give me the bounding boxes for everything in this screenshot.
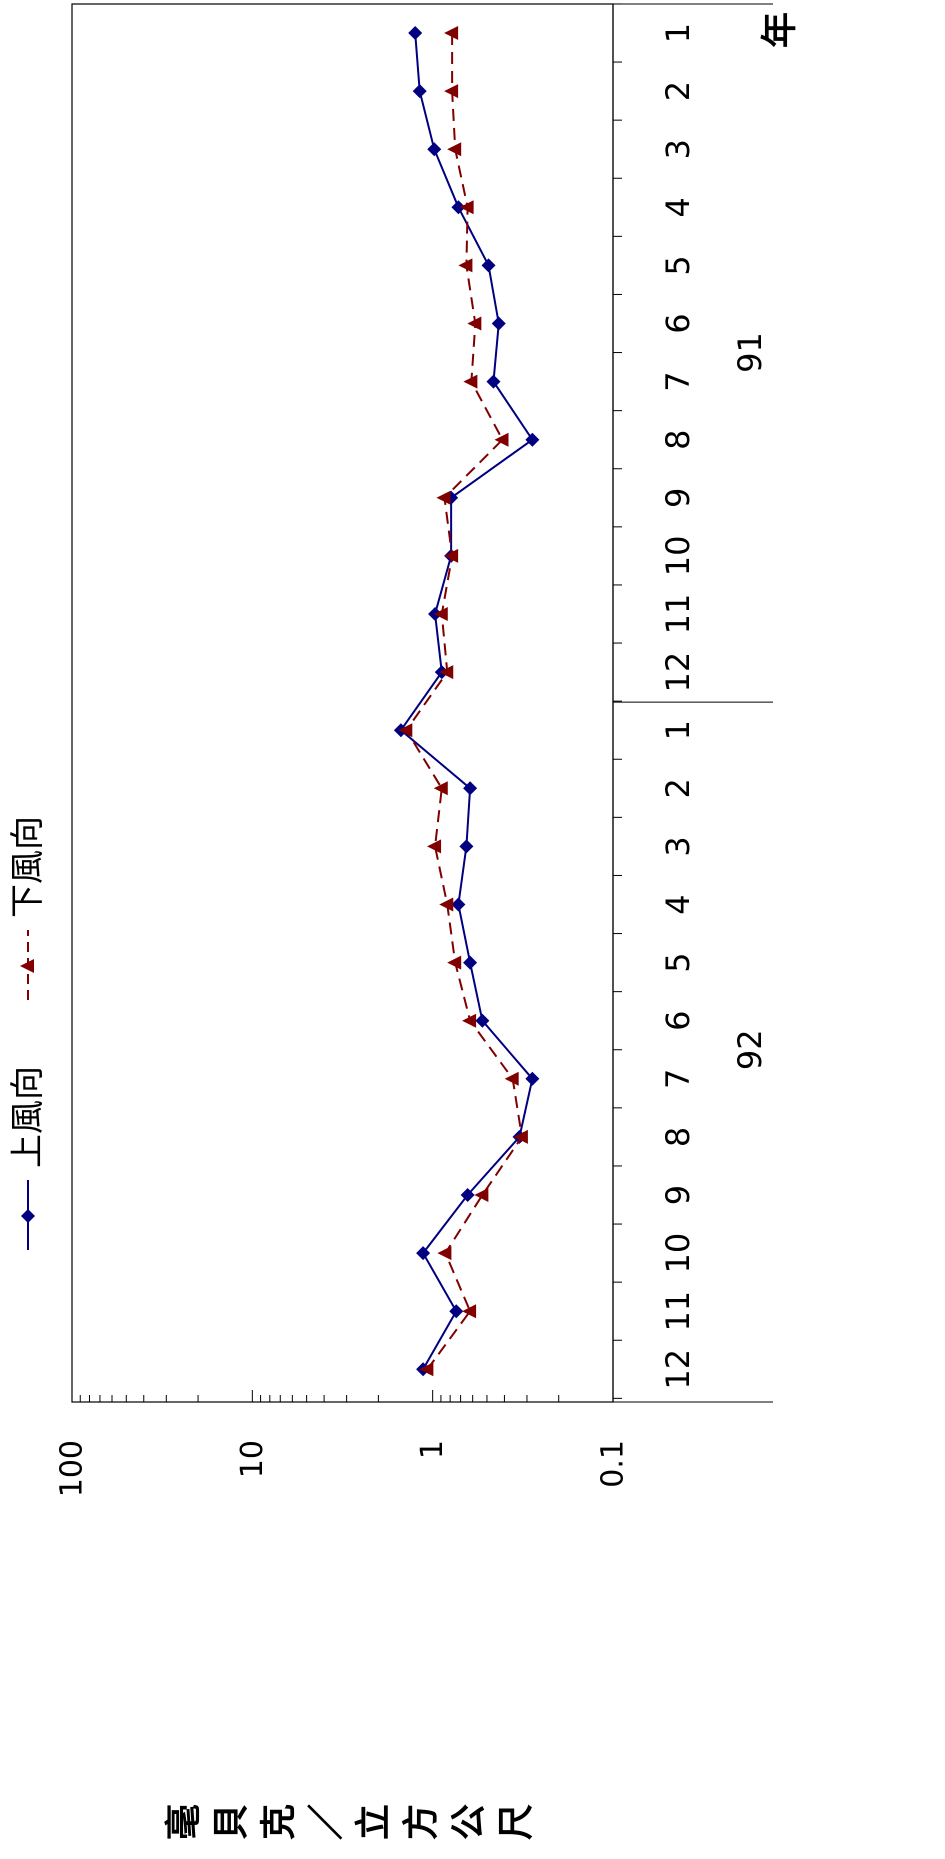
month-label: 5 bbox=[659, 255, 697, 275]
data-point bbox=[416, 1246, 431, 1261]
data-point bbox=[439, 665, 454, 680]
series-layer bbox=[393, 26, 540, 1377]
y-axis-title-char: 克 bbox=[259, 1804, 300, 1840]
y-axis-title-char: ／ bbox=[306, 1804, 347, 1840]
y-axis-title-char: 方 bbox=[401, 1804, 442, 1840]
month-label: 3 bbox=[659, 836, 697, 856]
month-label: 9 bbox=[659, 488, 697, 508]
data-point bbox=[433, 607, 448, 621]
data-point bbox=[463, 955, 478, 970]
month-label: 7 bbox=[659, 371, 697, 391]
data-point bbox=[398, 723, 413, 738]
month-label: 7 bbox=[659, 1069, 697, 1089]
month-label: 4 bbox=[659, 197, 697, 217]
data-point bbox=[408, 26, 423, 40]
plot-border bbox=[71, 3, 614, 1403]
month-label: 10 bbox=[659, 536, 697, 577]
data-point bbox=[494, 432, 509, 447]
data-point bbox=[513, 1129, 528, 1144]
month-label: 12 bbox=[659, 1349, 697, 1390]
data-point bbox=[449, 1304, 464, 1319]
month-label: 8 bbox=[659, 430, 697, 450]
plot-frame bbox=[71, 3, 614, 1403]
y-axis-title-char: 毫 bbox=[164, 1804, 205, 1840]
data-point bbox=[459, 839, 474, 854]
month-label: 2 bbox=[659, 81, 697, 101]
month-label: 4 bbox=[659, 894, 697, 914]
data-point bbox=[463, 781, 478, 796]
data-point bbox=[439, 897, 454, 912]
series-2 bbox=[398, 26, 528, 1377]
data-point bbox=[463, 374, 478, 389]
data-point bbox=[460, 1188, 475, 1202]
data-point bbox=[447, 955, 462, 970]
legend-marker bbox=[20, 959, 34, 973]
x-axis-title: 年 bbox=[760, 12, 801, 48]
y-tick-label: 1 bbox=[415, 1440, 450, 1459]
y-axis: 0.1 1 10 100 bbox=[55, 1390, 631, 1497]
y-axis-title-char: 貝 bbox=[211, 1804, 252, 1840]
data-point bbox=[427, 839, 442, 854]
month-label: 12 bbox=[659, 652, 697, 693]
month-label: 11 bbox=[659, 1291, 697, 1332]
month-label: 11 bbox=[659, 594, 697, 635]
month-label: 9 bbox=[659, 1185, 697, 1205]
data-point bbox=[437, 1246, 452, 1261]
data-point bbox=[504, 1071, 519, 1086]
y-tick-label: 0.1 bbox=[596, 1440, 631, 1488]
y-axis-title-char: 公 bbox=[449, 1804, 490, 1840]
month-label: 3 bbox=[659, 139, 697, 159]
data-point bbox=[462, 1013, 477, 1028]
y-axis-title-char: 尺 bbox=[496, 1804, 537, 1840]
legend-item: 上風向 bbox=[8, 1066, 48, 1250]
data-point bbox=[444, 84, 459, 99]
y-axis-title-char: 立 bbox=[354, 1804, 395, 1840]
legend-label: 上風向 bbox=[8, 1066, 48, 1168]
data-point bbox=[444, 26, 459, 40]
data-point bbox=[427, 142, 442, 157]
data-point bbox=[451, 897, 466, 912]
data-point bbox=[525, 1071, 540, 1086]
y-tick-label: 10 bbox=[235, 1440, 270, 1478]
data-point bbox=[451, 200, 466, 215]
axis-labels: 毫貝克／立方公尺 年 bbox=[164, 12, 801, 1840]
month-label: 6 bbox=[659, 1011, 697, 1031]
data-point bbox=[412, 84, 427, 99]
data-point bbox=[525, 432, 540, 447]
data-point bbox=[462, 1304, 477, 1319]
year-label: 92 bbox=[731, 1029, 769, 1070]
month-label: 1 bbox=[659, 23, 697, 43]
month-label: 10 bbox=[659, 1233, 697, 1274]
month-label: 6 bbox=[659, 313, 697, 333]
data-point bbox=[459, 200, 474, 215]
data-point bbox=[444, 548, 459, 563]
data-point bbox=[486, 374, 501, 389]
month-label: 5 bbox=[659, 952, 697, 972]
year-label: 91 bbox=[731, 332, 769, 373]
data-point bbox=[474, 1188, 489, 1202]
data-point bbox=[475, 1013, 490, 1028]
series-line bbox=[405, 33, 523, 1370]
data-point bbox=[419, 1362, 434, 1377]
data-point bbox=[467, 316, 482, 331]
series-line bbox=[399, 32, 534, 1370]
data-point bbox=[491, 316, 506, 331]
y-tick-label: 100 bbox=[55, 1440, 90, 1497]
legend-marker bbox=[21, 1209, 35, 1223]
data-point bbox=[436, 490, 451, 505]
month-label: 8 bbox=[659, 1127, 697, 1147]
data-point bbox=[447, 142, 462, 157]
month-label: 2 bbox=[659, 778, 697, 798]
data-point bbox=[433, 781, 448, 796]
data-point bbox=[481, 258, 496, 273]
legend-item: 下風向 bbox=[8, 816, 48, 1000]
data-point bbox=[458, 258, 473, 273]
month-label: 1 bbox=[659, 720, 697, 740]
legend-label: 下風向 bbox=[8, 816, 48, 918]
